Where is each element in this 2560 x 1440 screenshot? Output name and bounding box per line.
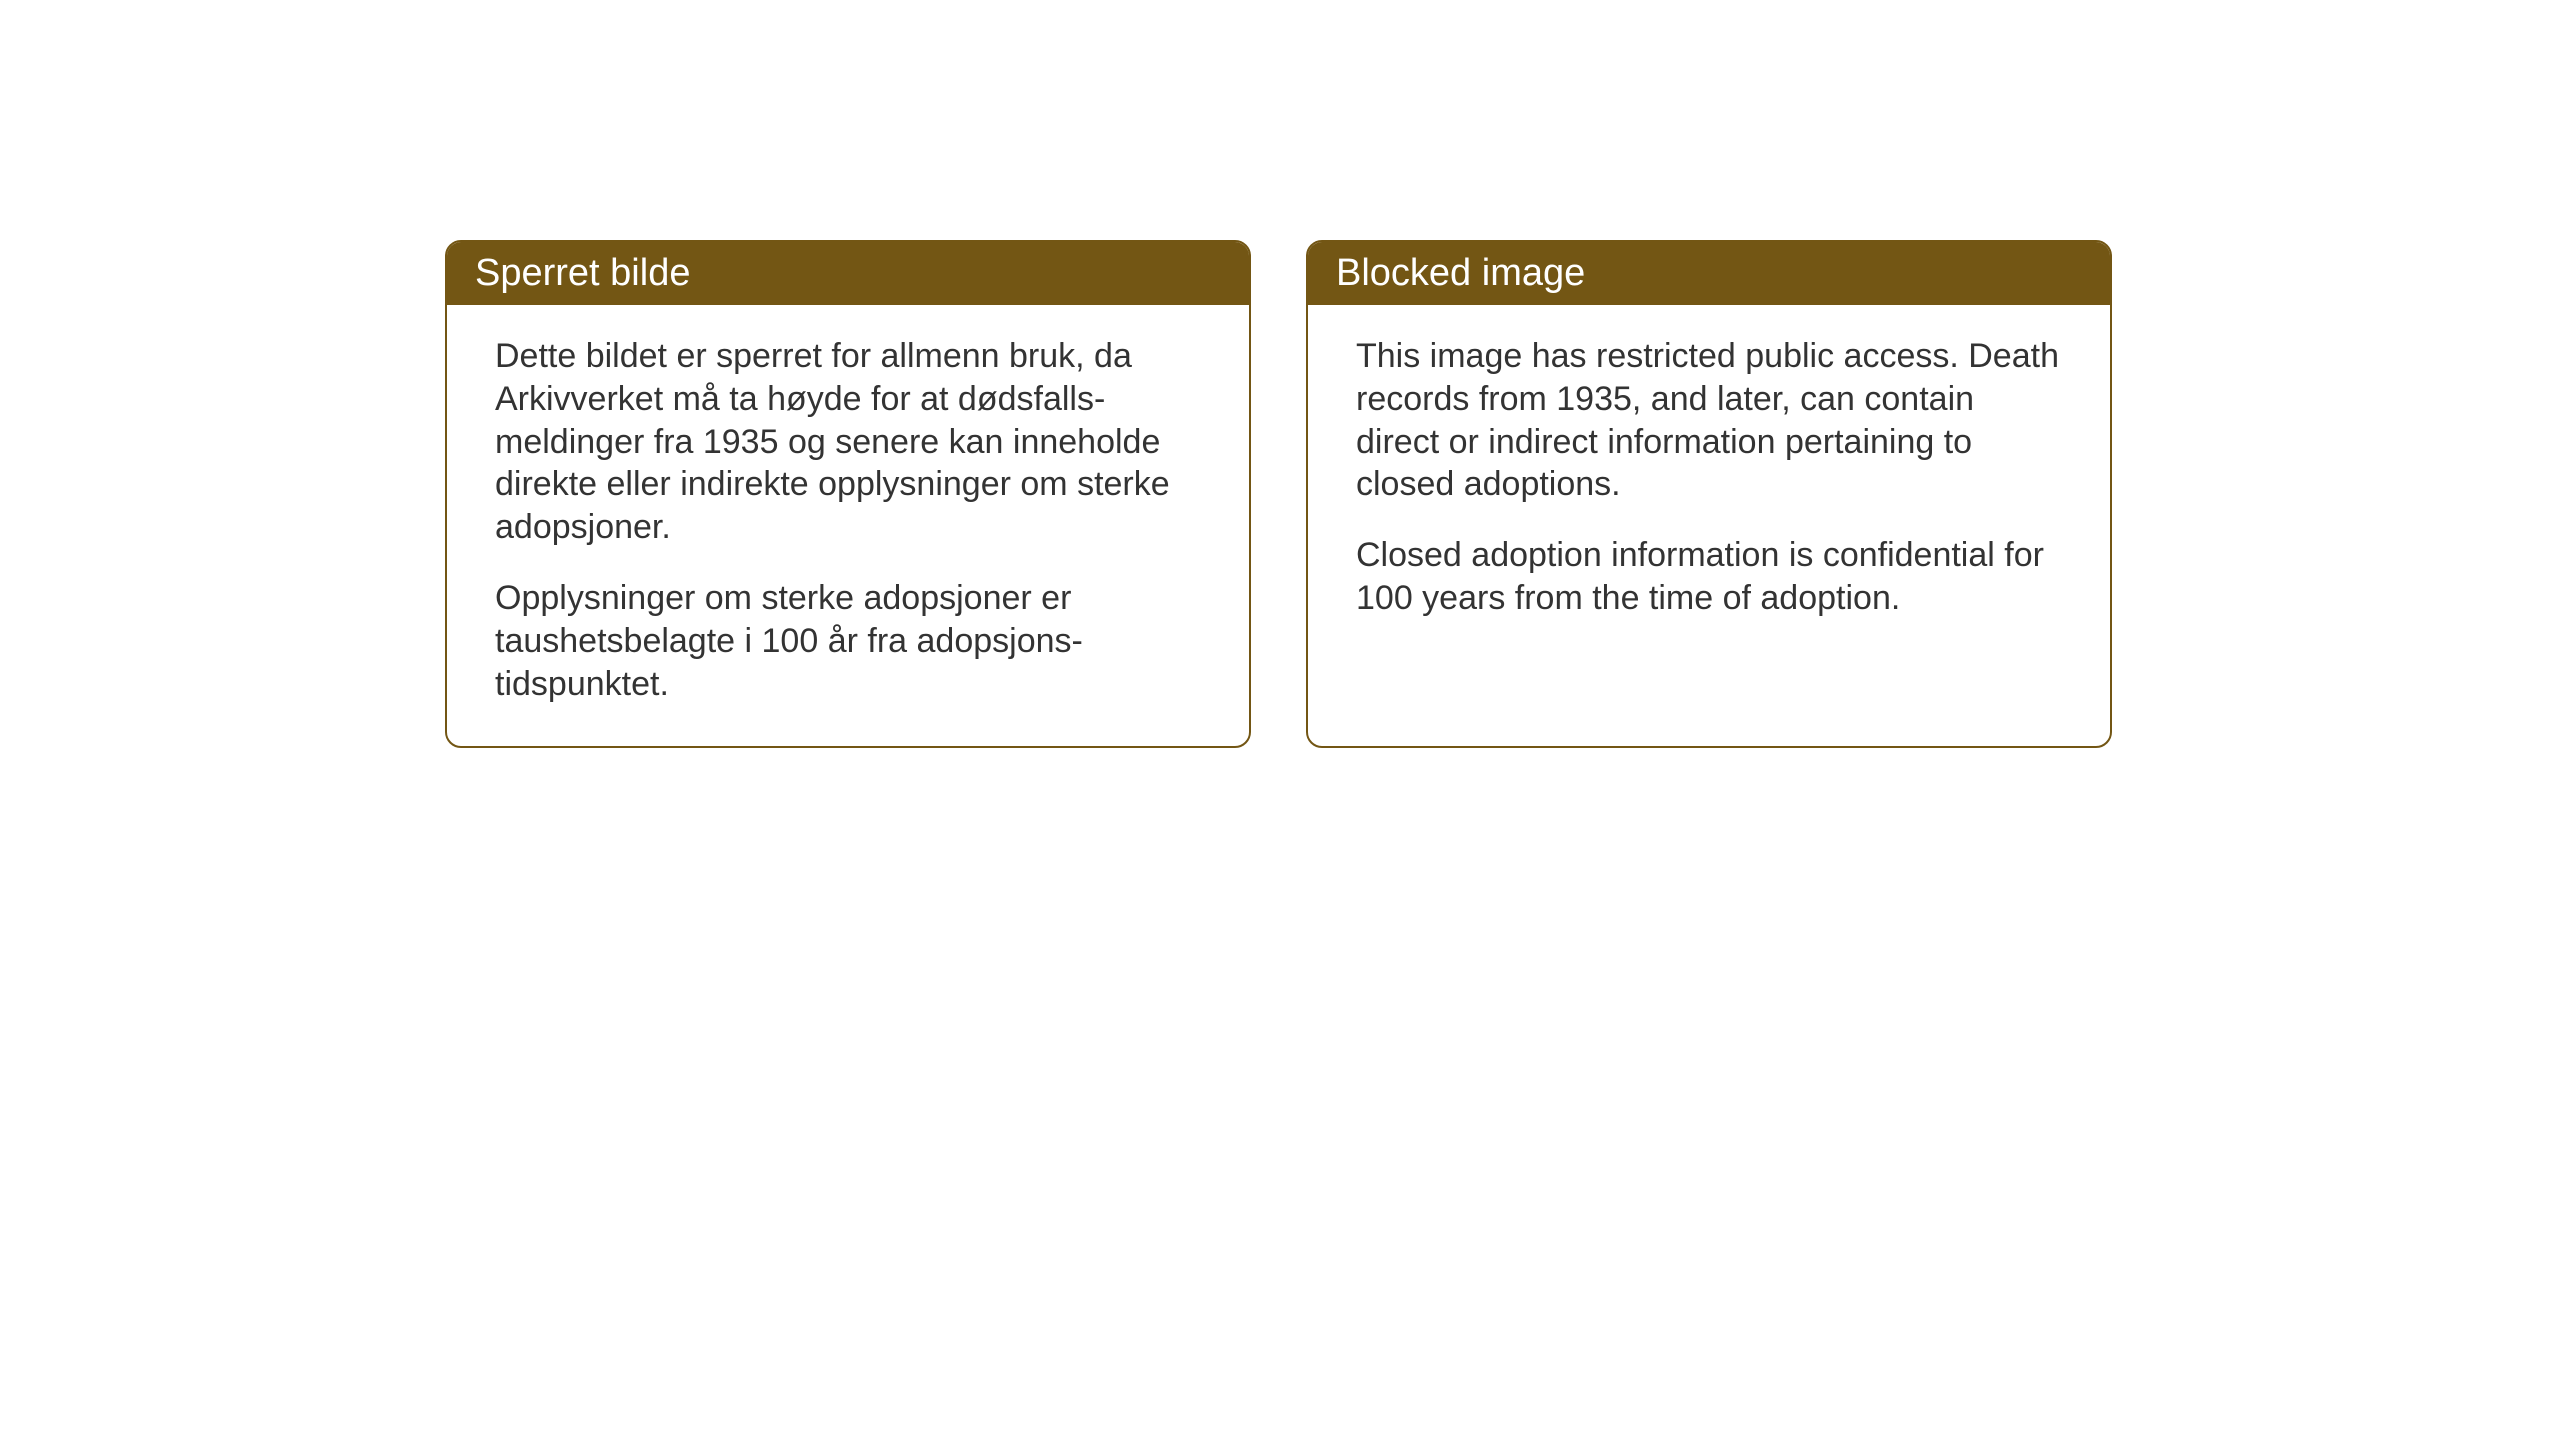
- card-header-norwegian: Sperret bilde: [447, 242, 1249, 305]
- card-title-norwegian: Sperret bilde: [475, 252, 690, 294]
- notice-card-norwegian: Sperret bilde Dette bildet er sperret fo…: [445, 240, 1251, 748]
- card-paragraph-2-norwegian: Opplysninger om sterke adopsjoner er tau…: [495, 577, 1201, 705]
- notice-cards-container: Sperret bilde Dette bildet er sperret fo…: [445, 240, 2112, 748]
- card-title-english: Blocked image: [1336, 252, 1585, 294]
- card-paragraph-1-norwegian: Dette bildet er sperret for allmenn bruk…: [495, 335, 1201, 549]
- card-header-english: Blocked image: [1308, 242, 2110, 305]
- card-body-norwegian: Dette bildet er sperret for allmenn bruk…: [447, 305, 1249, 746]
- card-paragraph-2-english: Closed adoption information is confident…: [1356, 534, 2062, 620]
- card-body-english: This image has restricted public access.…: [1308, 305, 2110, 660]
- card-paragraph-1-english: This image has restricted public access.…: [1356, 335, 2062, 506]
- notice-card-english: Blocked image This image has restricted …: [1306, 240, 2112, 748]
